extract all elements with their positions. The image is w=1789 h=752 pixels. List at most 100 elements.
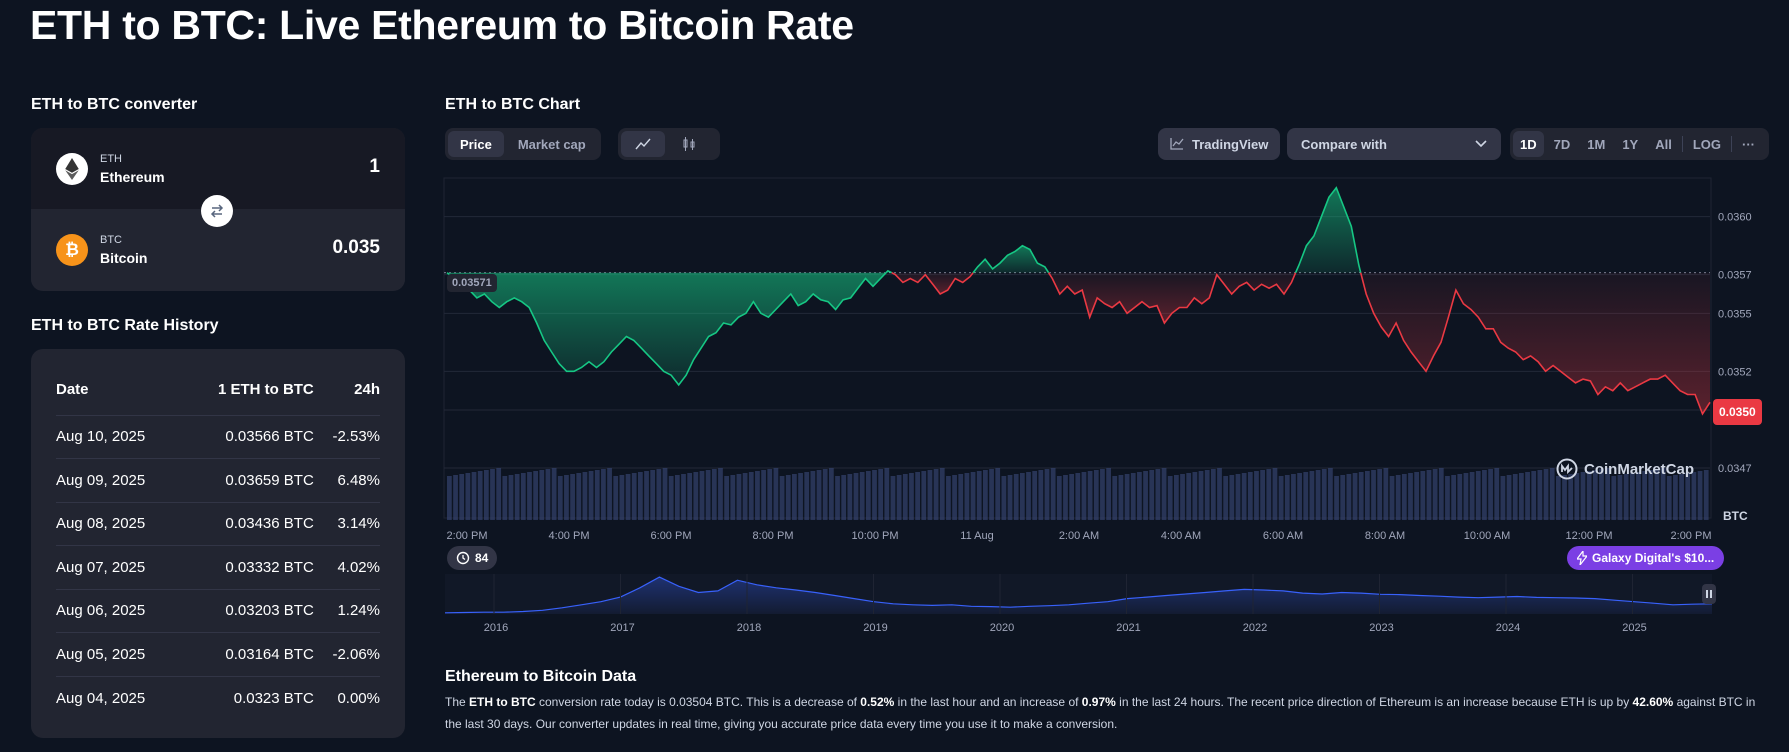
range-1m[interactable]: 1M [1587, 136, 1606, 152]
overview-year-label: 2019 [863, 622, 887, 634]
volume-bar [1642, 471, 1647, 520]
compare-select[interactable]: Compare with [1287, 128, 1501, 160]
candlestick-button[interactable] [667, 131, 711, 157]
volume-bar [1100, 469, 1105, 520]
volume-bar [1167, 476, 1173, 520]
volume-bar [958, 474, 964, 520]
data-section: Ethereum to Bitcoin Data The ETH to BTC … [445, 668, 1765, 735]
volume-bar [1660, 468, 1666, 520]
volume-bar [576, 473, 582, 520]
open-price-label: 0.03571 [447, 274, 497, 292]
history-change: -2.53% [313, 415, 380, 459]
volume-bar [1186, 473, 1192, 520]
data-section-description: The ETH to BTC conversion rate today is … [445, 695, 1756, 731]
to-amount-input[interactable]: 0.035 [332, 237, 380, 258]
volume-bar [477, 471, 483, 520]
volume-bar [884, 468, 890, 520]
news-event-button[interactable]: Galaxy Digital's $10... [1567, 546, 1725, 570]
volume-bar [952, 475, 957, 520]
volume-bar [1260, 470, 1266, 520]
converter-from-row[interactable]: ETH Ethereum 1 [31, 128, 405, 209]
tradingview-button[interactable]: TradingView [1158, 128, 1281, 160]
watermark-text: CoinMarketCap [1584, 460, 1695, 478]
volume-bar [681, 474, 686, 520]
volume-bar [1475, 471, 1481, 520]
history-date: Aug 07, 2025 [56, 545, 181, 590]
volume-bar [1543, 469, 1549, 520]
volume-bar [490, 469, 495, 520]
volume-bar [631, 473, 637, 520]
range-1y[interactable]: 1Y [1622, 136, 1639, 152]
volume-bar [736, 474, 742, 520]
range-slider-handle[interactable] [1702, 584, 1716, 604]
volume-bar [508, 475, 514, 520]
x-tick-label: 12:00 PM [1565, 530, 1612, 542]
events-button[interactable]: 84 [447, 546, 498, 570]
candlestick-icon [683, 137, 695, 151]
to-name: Bitcoin [100, 250, 148, 266]
swap-button[interactable] [201, 195, 233, 227]
price-line-up [1294, 186, 1362, 274]
volume-bar [545, 469, 551, 520]
range-7d[interactable]: 7D [1553, 136, 1571, 152]
coinmarketcap-logo-icon [1556, 458, 1578, 480]
volume-bar [1562, 475, 1567, 520]
x-tick-label: 2:00 AM [1059, 530, 1099, 542]
volume-bar [1457, 474, 1463, 520]
overview-year-label: 2021 [1116, 622, 1140, 634]
price-line-down [1047, 272, 1297, 325]
volume-bar [1586, 471, 1592, 520]
volume-bar [1272, 468, 1278, 520]
unit-label: BTC [1723, 509, 1748, 523]
table-row: Aug 10, 2025 0.03566 BTC -2.53% [56, 415, 380, 459]
range-all[interactable]: All [1655, 136, 1672, 152]
volume-bar [1291, 474, 1296, 520]
volume-bar [810, 471, 816, 520]
y-tick-label: 0.0355 [1718, 308, 1752, 320]
volume-bar [841, 475, 847, 520]
overview-year-label: 2023 [1369, 622, 1393, 634]
volume-bar [1315, 470, 1321, 520]
volume-bar [1149, 470, 1155, 520]
volume-bar [668, 476, 674, 520]
log-scale-button[interactable]: LOG [1692, 136, 1722, 152]
from-amount-input[interactable]: 1 [369, 156, 380, 177]
line-chart-button[interactable] [621, 131, 665, 157]
bitcoin-icon: ₿ [56, 234, 88, 266]
tab-market-cap[interactable]: Market cap [517, 136, 586, 152]
volume-bar [1352, 473, 1358, 520]
tradingview-label: TradingView [1192, 136, 1269, 152]
volume-bar [970, 472, 976, 520]
volume-bar [1198, 471, 1204, 520]
volume-bar [1278, 476, 1284, 520]
volume-bar [779, 476, 785, 520]
volume-bar [1130, 473, 1136, 520]
volume-bar [847, 474, 853, 520]
volume-bar [465, 473, 471, 520]
tab-price[interactable]: Price [448, 131, 504, 157]
range-divider [1681, 136, 1683, 152]
history-change: 3.14% [313, 502, 380, 546]
volume-bar [711, 469, 717, 520]
table-row: Aug 07, 2025 0.03332 BTC 4.02% [56, 545, 380, 590]
volume-bar [693, 472, 699, 520]
volume-bar [995, 468, 1001, 520]
volume-bar [1309, 471, 1315, 520]
range-1d[interactable]: 1D [1513, 131, 1544, 157]
volume-bar [1217, 468, 1222, 520]
volume-bar [1414, 472, 1420, 520]
history-change: 4.02% [313, 545, 380, 590]
volume-bar [588, 471, 594, 520]
volume-bar [1555, 476, 1561, 520]
volume-bar [1703, 470, 1709, 520]
volume-bar [644, 471, 649, 520]
volume-bar [1050, 468, 1056, 520]
volume-bar [1063, 475, 1068, 520]
volume-bar [1155, 469, 1161, 520]
history-rate: 0.03436 BTC [180, 502, 314, 546]
history-change: 1.24% [313, 589, 380, 633]
column-header-change: 24h [313, 365, 380, 416]
pause-icon [1706, 590, 1712, 598]
more-options-button[interactable]: ··· [1742, 136, 1756, 152]
